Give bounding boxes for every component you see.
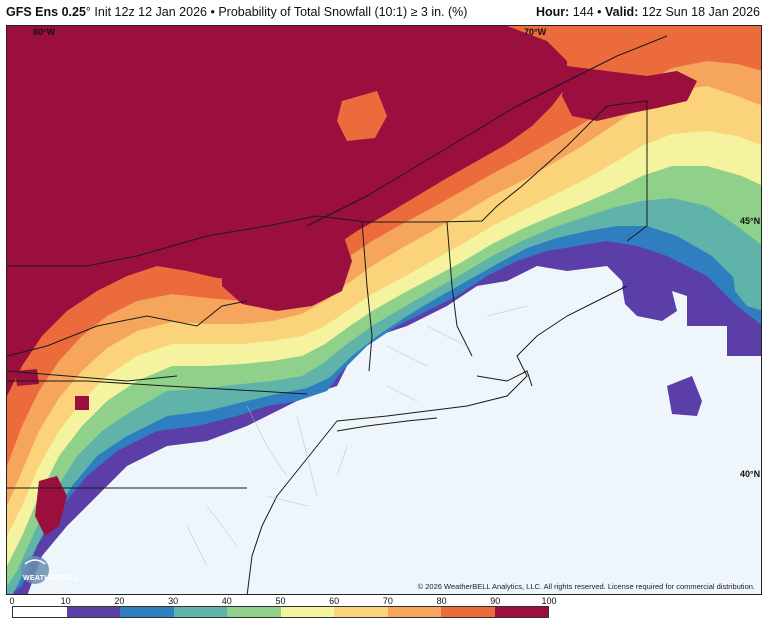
st-lawrence-river (306, 35, 668, 227)
map-canvas (7, 26, 761, 594)
contour-90-small-2 (75, 396, 89, 410)
colorbar-segment-7 (387, 607, 441, 617)
tick-20: 20 (114, 596, 125, 606)
header-left: GFS Ens 0.25° Init 12z 12 Jan 2026 • Pro… (0, 5, 467, 19)
atlantic-coast-south (246, 420, 338, 594)
tick-0: 0 (9, 596, 15, 606)
model-name: GFS Ens 0.25 (6, 5, 86, 19)
geographic-boundaries (7, 35, 668, 594)
long-island (336, 417, 438, 432)
colorbar-segment-5 (280, 607, 334, 617)
lake-erie-shoreline (7, 370, 178, 382)
colorbar-ticks: 0 10 20 30 40 50 60 70 80 90 100 (9, 596, 556, 606)
tick-90: 90 (490, 596, 501, 606)
tick-50: 50 (275, 596, 286, 606)
colorbar-segment-9 (494, 607, 548, 617)
init-time: Init 12z 12 Jan 2026 (94, 5, 207, 19)
colorbar-segment-0 (13, 607, 67, 617)
map-header: GFS Ens 0.25° Init 12z 12 Jan 2026 • Pro… (0, 0, 768, 24)
state-line-pa-ny (7, 380, 308, 395)
degree-symbol: ° (85, 5, 91, 19)
valid-label: Valid: (605, 5, 639, 19)
new-england-coast (336, 285, 628, 422)
contour-80-quebec-blob (337, 91, 387, 141)
colorbar-segment-2 (120, 607, 174, 617)
tick-70: 70 (382, 596, 393, 606)
state-line-vt-nh (361, 221, 373, 372)
contour-90-east (562, 66, 697, 121)
contour-90-ny-blob (222, 221, 352, 311)
lon-80w-label: 80°W (33, 27, 56, 37)
tick-80: 80 (436, 596, 447, 606)
lat-45n-label: 45°N (740, 216, 761, 226)
colorbar-segment-8 (441, 607, 495, 617)
county-lines (186, 305, 528, 567)
contour-10-east (622, 281, 677, 321)
state-line-nh-me (446, 221, 473, 357)
contour-90 (7, 26, 567, 396)
header-right: Hour: 144 • Valid: 12z Sun 18 Jan 2026 (536, 5, 768, 19)
colorbar-segment-3 (173, 607, 227, 617)
tick-100: 100 (541, 596, 557, 606)
copyright-credit: © 2026 WeatherBELL Analytics, LLC. All r… (417, 582, 755, 591)
colorbar-segment-6 (334, 607, 388, 617)
us-canada-border (7, 100, 648, 267)
tick-40: 40 (221, 596, 232, 606)
logo-text: WEATHERBELL (23, 575, 80, 582)
tick-10: 10 (60, 596, 71, 606)
product-title: Probability of Total Snowfall (10:1) ≥ 3… (218, 5, 468, 19)
snowfall-probability-map[interactable]: 80°W 70°W 45°N 40°N WEATHERBELL © 2026 W… (6, 25, 762, 595)
colorbar-segment-4 (227, 607, 281, 617)
colorbar-segment-1 (66, 607, 120, 617)
tick-60: 60 (329, 596, 340, 606)
bullet-separator: • (210, 5, 215, 19)
great-lakes-shoreline (7, 300, 248, 357)
lat-40n-label: 40°N (740, 469, 761, 479)
tick-30: 30 (168, 596, 179, 606)
bullet-separator-2: • (597, 5, 602, 19)
hour-label: Hour: (535, 5, 570, 19)
contour-90-virginia (35, 476, 67, 536)
contour-30-east-blob (732, 256, 761, 311)
probability-colorbar (12, 606, 549, 618)
valid-value: 12z Sun 18 Jan 2026 (641, 5, 760, 19)
weatherbell-logo-icon (21, 556, 49, 584)
lon-70w-label: 70°W (524, 27, 547, 37)
hour-value: 144 (572, 5, 594, 19)
cape-cod (476, 370, 533, 387)
contour-10-blob (667, 376, 702, 416)
